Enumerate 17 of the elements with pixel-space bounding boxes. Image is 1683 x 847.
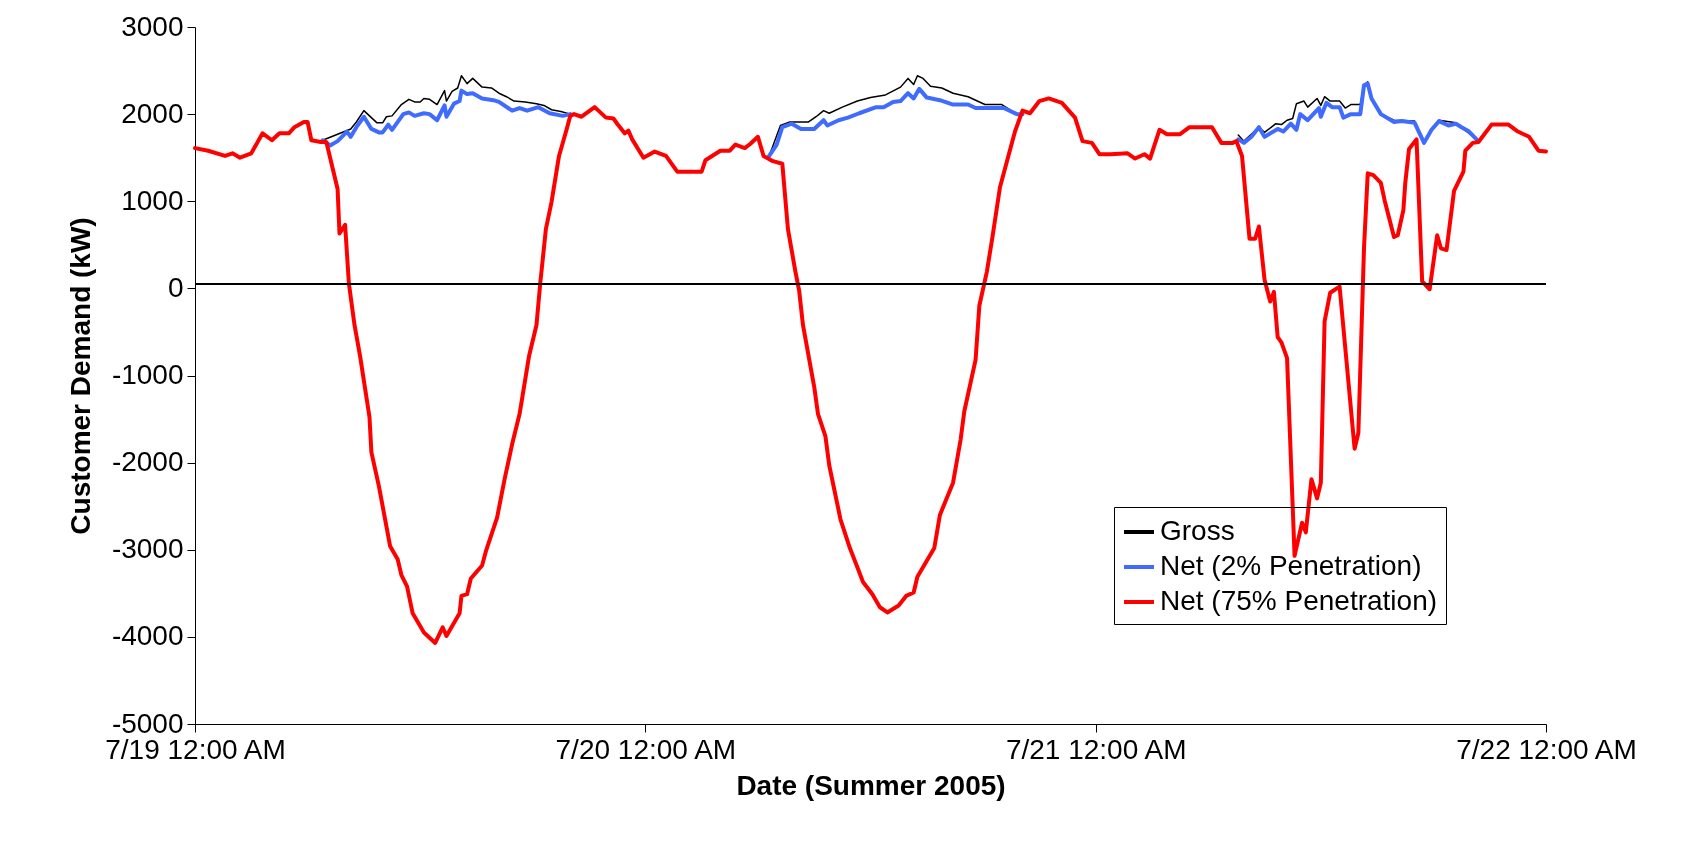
x-tick-label: 7/22 12:00 AM xyxy=(1456,733,1637,765)
y-axis-title: Customer Demand (kW) xyxy=(64,217,96,535)
y-tick-label: -3000 xyxy=(111,533,184,565)
y-tick-label: -4000 xyxy=(111,620,184,652)
x-axis-title: Date (Summer 2005) xyxy=(736,769,1006,801)
legend-label: Net (2% Penetration) xyxy=(1160,550,1422,581)
legend-label: Gross xyxy=(1160,515,1235,546)
line-series xyxy=(193,96,1548,645)
y-tick-label: -1000 xyxy=(111,359,184,390)
x-tick-label: 7/20 12:00 AM xyxy=(555,733,737,765)
y-tick-label: 2000 xyxy=(121,97,184,129)
legend-label: Net (75% Penetration) xyxy=(1160,585,1438,616)
x-tick-label: 7/21 12:00 AM xyxy=(1005,733,1187,765)
y-tick-label: 0 xyxy=(167,271,184,303)
y-tick-label: 3000 xyxy=(121,10,184,42)
y-tick-label: -2000 xyxy=(111,446,184,478)
y-tick-label: 1000 xyxy=(121,184,184,216)
